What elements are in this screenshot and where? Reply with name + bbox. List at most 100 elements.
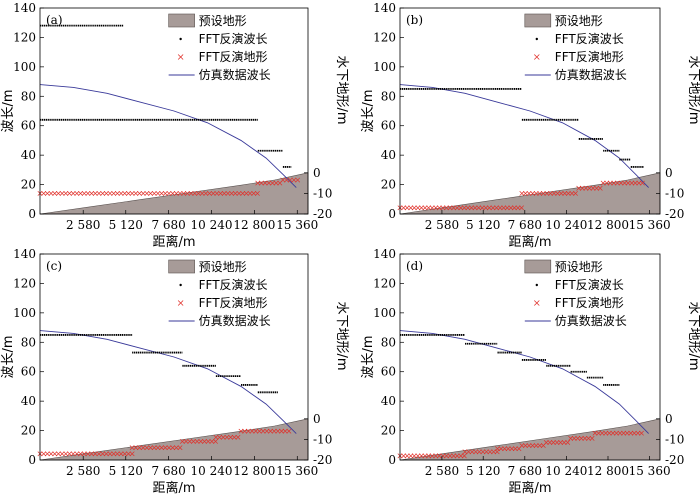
y-left-tick-label: 120: [373, 276, 396, 290]
fft-terrain-marker: [151, 445, 157, 451]
fft-terrain-marker: [569, 190, 575, 196]
x-tick-label: 12 800: [233, 464, 275, 478]
fft-terrain-marker: [85, 451, 91, 457]
fft-terrain-marker: [183, 439, 189, 444]
fft-terrain-marker: [530, 190, 536, 196]
y-right-tick-label: -20: [665, 453, 684, 467]
fft-terrain-marker: [628, 430, 634, 436]
fft-terrain-marker: [205, 439, 211, 444]
fft-terrain-marker: [255, 180, 261, 186]
legend-label: FFT反演地形: [199, 49, 268, 64]
fft-terrain-marker: [631, 430, 637, 436]
fft-terrain-marker: [599, 430, 605, 436]
x-tick-label: 15 360: [629, 464, 671, 478]
fft-terrain-marker: [622, 180, 628, 186]
fft-terrain-marker: [225, 190, 231, 196]
legend-terrain-swatch: [524, 259, 552, 274]
fft-terrain-marker: [494, 205, 499, 211]
fft-terrain-marker: [287, 177, 293, 183]
fft-terrain-marker: [401, 205, 407, 211]
fft-terrain-marker: [78, 451, 83, 457]
fft-terrain-marker: [604, 180, 610, 186]
fft-terrain-marker: [148, 190, 153, 196]
y-left-axis-title: 波长/m: [361, 89, 376, 132]
fft-terrain-marker: [210, 190, 216, 196]
y-left-tick-label: 80: [381, 89, 396, 103]
x-tick-label: 7 680: [508, 218, 542, 232]
fft-terrain-marker: [486, 205, 492, 211]
y-left-tick-label: 20: [381, 178, 396, 192]
fft-terrain-marker: [565, 190, 571, 196]
y-left-axis-title: 波长/m: [1, 335, 16, 378]
fft-terrain-marker: [555, 190, 561, 196]
fft-terrain-marker: [85, 190, 91, 196]
x-tick-label: 10 240: [545, 464, 587, 478]
fft-terrain-segment: [576, 185, 603, 191]
fft-terrain-marker: [614, 430, 619, 436]
y-left-tick-label: 60: [381, 119, 396, 133]
fft-terrain-marker: [479, 205, 485, 211]
fft-terrain-marker: [411, 205, 417, 211]
y-left-tick-label: 80: [381, 335, 396, 349]
y-left-tick-label: 0: [28, 453, 36, 467]
fft-terrain-marker: [519, 443, 525, 449]
y-left-tick-label: 60: [21, 365, 36, 379]
fft-terrain-marker: [232, 190, 238, 196]
fft-terrain-marker: [213, 439, 218, 444]
fft-terrain-marker: [144, 445, 150, 451]
fft-terrain-marker: [159, 190, 165, 196]
fft-terrain-marker: [260, 428, 266, 434]
fft-terrain-marker: [497, 205, 503, 211]
fft-terrain-segment: [543, 440, 571, 445]
fft-terrain-marker: [159, 445, 165, 451]
fft-terrain-marker: [592, 430, 598, 436]
y-left-tick-label: 60: [381, 365, 396, 379]
fft-terrain-marker: [111, 190, 117, 196]
fft-terrain-marker: [447, 453, 453, 459]
fft-terrain-marker: [67, 190, 72, 196]
fft-terrain-marker: [568, 435, 574, 441]
fft-terrain-marker: [92, 451, 98, 457]
fft-terrain-marker: [118, 190, 124, 196]
y-right-tick-label: -20: [313, 207, 332, 221]
legend-terrain-swatch: [168, 13, 195, 28]
fft-terrain-marker: [429, 453, 435, 459]
fft-terrain-marker: [177, 190, 183, 196]
fft-terrain-segment: [397, 453, 467, 459]
fft-terrain-marker: [122, 451, 128, 457]
fft-terrain-marker: [100, 190, 106, 196]
fft-terrain-segment: [495, 446, 522, 452]
legend-label: 预设地形: [199, 14, 247, 28]
fft-terrain-marker: [578, 435, 584, 441]
fft-terrain-marker: [558, 190, 564, 196]
fft-terrain-marker: [433, 453, 439, 459]
legend-fft-terrain-marker: [534, 54, 540, 60]
fft-terrain-marker: [254, 190, 260, 196]
y-left-tick-label: 100: [373, 60, 396, 74]
fft-terrain-marker: [148, 445, 153, 451]
fft-terrain-marker: [440, 453, 446, 459]
fft-terrain-marker: [597, 185, 603, 191]
simulated-wavelength-line: [399, 84, 649, 188]
fft-terrain-marker: [502, 446, 508, 452]
fft-terrain-marker: [561, 440, 567, 445]
fft-terrain-marker: [501, 205, 507, 211]
y-left-tick-label: 60: [21, 119, 36, 133]
x-tick-label: 15 360: [276, 464, 318, 478]
fft-terrain-marker: [451, 205, 457, 211]
fft-terrain-marker: [576, 185, 582, 191]
x-tick-label: 5 120: [466, 464, 500, 478]
x-axis-title: 距离/m: [152, 234, 195, 250]
fft-terrain-marker: [207, 190, 212, 196]
fft-terrain-marker: [262, 180, 268, 186]
fft-terrain-marker: [52, 190, 58, 196]
fft-terrain-marker: [63, 451, 69, 457]
fft-terrain-marker: [411, 453, 417, 459]
fft-terrain-marker: [256, 428, 262, 434]
y-right-tick-label: 0: [313, 166, 321, 180]
fft-terrain-marker: [187, 439, 193, 444]
legend-label: 仿真数据波长: [199, 313, 271, 328]
y-left-tick-label: 80: [21, 89, 36, 103]
